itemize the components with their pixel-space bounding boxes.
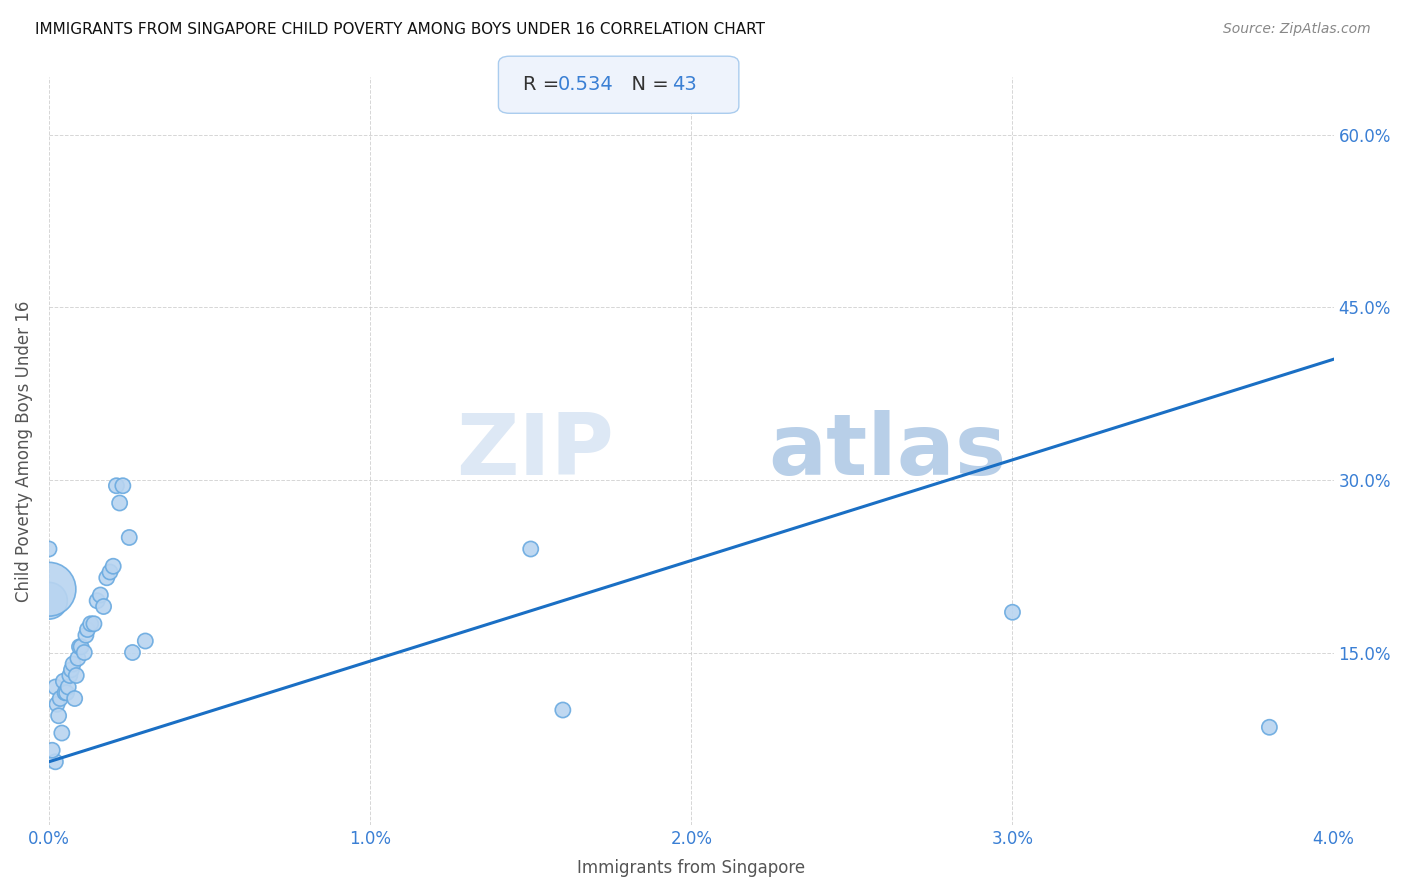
Point (121, 646, 143, 660)
Point (86, 593, 108, 607)
Text: atlas: atlas (769, 409, 1007, 492)
Y-axis label: Child Poverty Among Boys Under 16: Child Poverty Among Boys Under 16 (15, 301, 32, 602)
Point (60, 663, 83, 677)
Text: ZIP: ZIP (457, 409, 614, 492)
Text: 0.534: 0.534 (558, 75, 614, 95)
Point (1258, 720, 1281, 734)
Point (103, 559, 125, 574)
Point (51, 726, 73, 740)
Point (551, 703, 574, 717)
X-axis label: Immigrants from Singapore: Immigrants from Singapore (578, 859, 806, 877)
Point (76, 623, 98, 637)
Point (41, 743, 63, 757)
Point (108, 496, 131, 510)
Point (134, 634, 156, 648)
Point (38, 582, 60, 597)
Point (83, 616, 105, 631)
Point (93, 599, 115, 614)
Point (111, 479, 134, 493)
Point (46, 698, 69, 712)
Point (59, 668, 82, 682)
Point (62, 657, 84, 671)
Point (89, 588, 111, 602)
Point (44, 680, 66, 694)
Text: 43: 43 (672, 75, 697, 95)
Point (38, 541, 60, 556)
Point (80, 616, 103, 631)
Point (65, 668, 87, 682)
Point (70, 640, 93, 654)
Point (1001, 605, 1024, 619)
Point (96, 571, 118, 585)
Point (98, 565, 121, 579)
Point (73, 646, 96, 660)
Point (58, 680, 80, 694)
Point (63, 691, 86, 706)
Point (519, 541, 541, 556)
Text: Source: ZipAtlas.com: Source: ZipAtlas.com (1223, 22, 1371, 37)
Point (55, 686, 77, 700)
Point (69, 640, 91, 654)
Point (49, 691, 72, 706)
Point (105, 479, 128, 493)
Point (38, 593, 60, 607)
Point (52, 674, 75, 689)
Text: R =: R = (523, 75, 565, 95)
Point (66, 651, 89, 665)
Text: N =: N = (619, 75, 675, 95)
Point (53, 686, 76, 700)
Point (44, 755, 66, 769)
Point (118, 531, 141, 545)
Point (75, 628, 97, 642)
Point (48, 708, 70, 723)
Text: IMMIGRANTS FROM SINGAPORE CHILD POVERTY AMONG BOYS UNDER 16 CORRELATION CHART: IMMIGRANTS FROM SINGAPORE CHILD POVERTY … (35, 22, 765, 37)
